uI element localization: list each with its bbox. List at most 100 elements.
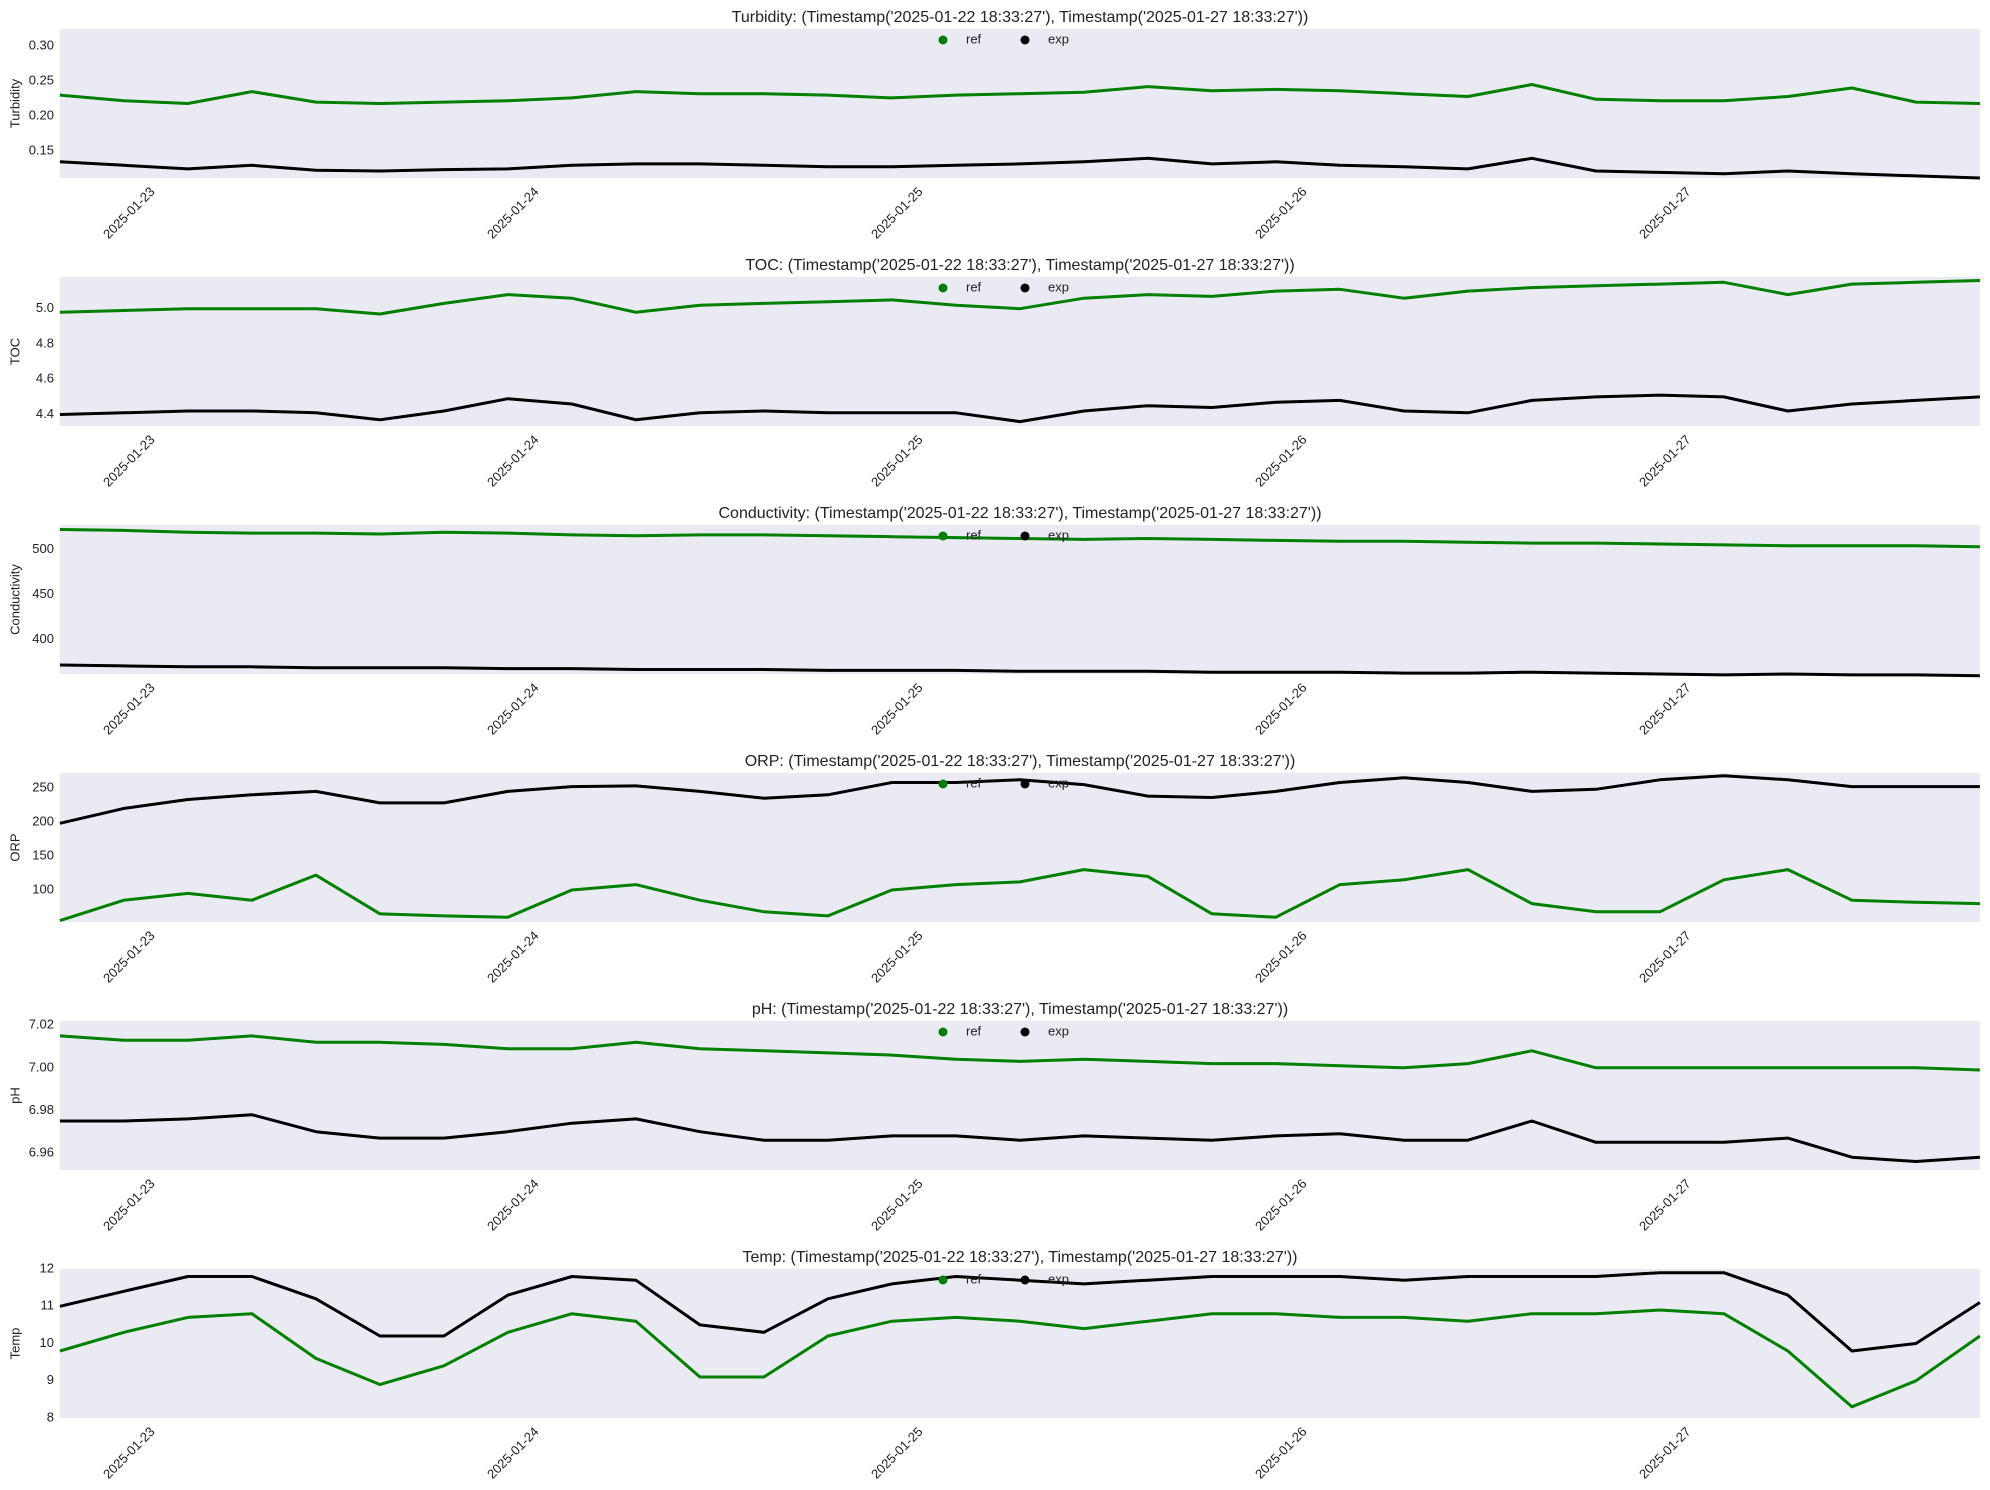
y-tick-label: 400: [32, 631, 54, 646]
y-tick-label: 150: [32, 847, 54, 862]
x-tick-label: 2025-01-25: [868, 928, 926, 986]
legend-marker: [938, 1275, 948, 1285]
series-line: [59, 83, 1980, 105]
legend-label: exp: [1048, 279, 1069, 294]
legend-label: ref: [966, 1271, 982, 1286]
x-tick-label: 2025-01-25: [868, 184, 926, 242]
x-tick-label: 2025-01-26: [1252, 432, 1310, 490]
x-tick-label: 2025-01-25: [868, 432, 926, 490]
x-tick-label: 2025-01-24: [484, 184, 542, 242]
y-tick-label: 4.4: [36, 406, 54, 421]
x-tick-label: 2025-01-25: [868, 680, 926, 738]
y-tick-label: 9: [47, 1372, 54, 1387]
x-tick-label: 2025-01-23: [100, 184, 158, 242]
legend-marker: [1020, 531, 1030, 541]
y-tick-label: 11: [41, 1298, 55, 1313]
x-tick-label: 2025-01-23: [100, 1424, 158, 1482]
series-line: [59, 1034, 1980, 1072]
x-tick-label: 2025-01-26: [1252, 184, 1310, 242]
x-tick-label: 2025-01-24: [484, 928, 542, 986]
y-tick-label: 7.00: [29, 1059, 54, 1074]
legend-marker: [938, 283, 948, 293]
y-tick-label: 450: [32, 586, 54, 601]
plot-area: [60, 1021, 1980, 1170]
plot-area: [60, 525, 1980, 674]
y-tick-label: 200: [32, 813, 54, 828]
y-axis-label: pH: [7, 1087, 22, 1104]
series-line: [59, 279, 1980, 316]
y-axis-label: ORP: [7, 833, 22, 861]
legend-marker: [938, 35, 948, 45]
y-tick-label: 8: [47, 1409, 54, 1424]
series-line: [59, 156, 1980, 180]
y-tick-label: 7.02: [29, 1017, 54, 1032]
series-line: [59, 528, 1980, 549]
chart-title: ORP: (Timestamp('2025-01-22 18:33:27'), …: [745, 753, 1296, 770]
legend-label: ref: [966, 279, 982, 294]
series-line: [59, 393, 1980, 424]
x-tick-label: 2025-01-24: [484, 1176, 542, 1234]
x-tick-label: 2025-01-23: [100, 928, 158, 986]
y-tick-label: 0.30: [29, 37, 54, 52]
x-tick-label: 2025-01-24: [484, 432, 542, 490]
chart-title: Temp: (Timestamp('2025-01-22 18:33:27'),…: [742, 1249, 1297, 1266]
y-tick-label: 12: [40, 1260, 54, 1275]
y-tick-label: 0.20: [29, 108, 54, 123]
x-tick-label: 2025-01-24: [484, 680, 542, 738]
series-line: [59, 1271, 1981, 1353]
x-tick-label: 2025-01-26: [1252, 680, 1310, 738]
y-tick-label: 250: [32, 779, 54, 794]
legend-label: ref: [966, 775, 982, 790]
x-tick-label: 2025-01-27: [1636, 928, 1694, 986]
legend-marker: [938, 531, 948, 541]
legend-marker: [1020, 779, 1030, 789]
x-tick-label: 2025-01-25: [868, 1176, 926, 1234]
y-tick-label: 5.0: [36, 300, 54, 315]
y-axis-label: Conductivity: [7, 564, 22, 635]
chart-title: Conductivity: (Timestamp('2025-01-22 18:…: [718, 505, 1321, 522]
x-tick-label: 2025-01-26: [1252, 1424, 1310, 1482]
series-line: [59, 1113, 1981, 1163]
x-tick-label: 2025-01-23: [100, 680, 158, 738]
series-line: [59, 868, 1980, 923]
y-axis-label: Temp: [7, 1328, 22, 1360]
chart-title: TOC: (Timestamp('2025-01-22 18:33:27'), …: [745, 257, 1294, 274]
x-tick-label: 2025-01-27: [1636, 184, 1694, 242]
legend-label: exp: [1048, 527, 1069, 542]
x-tick-label: 2025-01-25: [868, 1424, 926, 1482]
y-tick-label: 100: [32, 881, 54, 896]
y-tick-label: 4.6: [36, 371, 54, 386]
legend-marker: [938, 1027, 948, 1037]
legend-marker: [1020, 1275, 1030, 1285]
chart-title: pH: (Timestamp('2025-01-22 18:33:27'), T…: [752, 1001, 1288, 1018]
legend-marker: [1020, 283, 1030, 293]
plot-area: [60, 1269, 1980, 1418]
series-line: [59, 663, 1980, 678]
legend-marker: [1020, 35, 1030, 45]
x-tick-label: 2025-01-27: [1636, 432, 1694, 490]
series-line: [59, 774, 1980, 825]
x-tick-label: 2025-01-26: [1252, 928, 1310, 986]
y-tick-label: 10: [40, 1335, 54, 1350]
x-tick-label: 2025-01-23: [100, 1176, 158, 1234]
y-tick-label: 4.8: [36, 335, 54, 350]
legend-label: exp: [1048, 775, 1069, 790]
y-tick-label: 500: [32, 541, 54, 556]
y-tick-label: 0.25: [29, 72, 54, 87]
x-tick-label: 2025-01-24: [484, 1424, 542, 1482]
plot-area: [60, 773, 1980, 922]
legend-marker: [1020, 1027, 1030, 1037]
y-tick-label: 0.15: [29, 143, 54, 158]
x-tick-label: 2025-01-23: [100, 432, 158, 490]
x-tick-label: 2025-01-27: [1636, 680, 1694, 738]
legend-marker: [938, 779, 948, 789]
legend-label: ref: [966, 31, 982, 46]
legend-label: ref: [966, 527, 982, 542]
series-line: [59, 1308, 1981, 1409]
legend-label: exp: [1048, 1271, 1069, 1286]
plot-area: [60, 277, 1980, 426]
y-tick-label: 6.96: [29, 1144, 54, 1159]
x-tick-label: 2025-01-27: [1636, 1424, 1694, 1482]
